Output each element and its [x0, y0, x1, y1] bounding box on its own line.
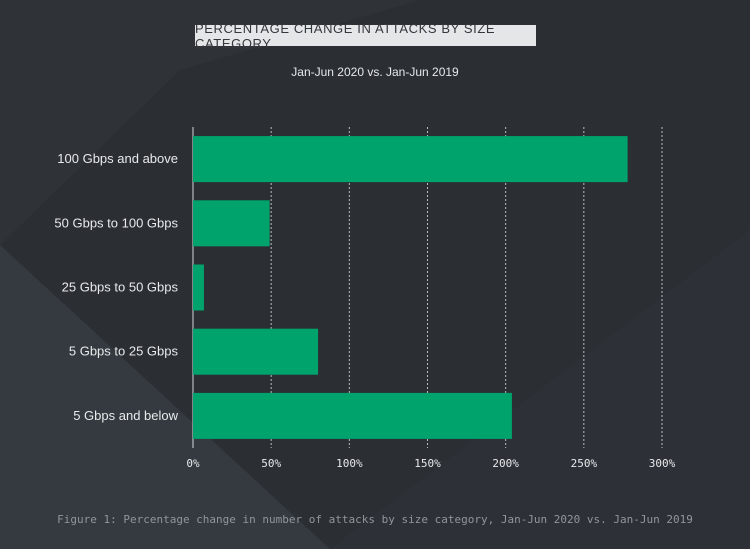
category-label: 5 Gbps to 25 Gbps — [69, 344, 179, 359]
x-tick-label: 250% — [571, 457, 598, 470]
category-label: 100 Gbps and above — [57, 151, 178, 166]
category-label: 50 Gbps to 100 Gbps — [54, 215, 178, 230]
figure-caption: Figure 1: Percentage change in number of… — [57, 513, 693, 526]
category-label: 25 Gbps to 50 Gbps — [62, 280, 179, 295]
chart-title: PERCENTAGE CHANGE IN ATTACKS BY SIZE CAT… — [195, 21, 536, 51]
chart-subtitle: Jan-Jun 2020 vs. Jan-Jun 2019 — [291, 65, 459, 79]
category-label: 5 Gbps and below — [73, 408, 178, 423]
bar — [193, 200, 270, 247]
x-tick-label: 200% — [492, 457, 519, 470]
x-tick-label: 50% — [261, 457, 281, 470]
bar — [193, 136, 628, 183]
bar — [193, 328, 319, 375]
x-tick-label: 0% — [186, 457, 200, 470]
x-tick-label: 150% — [414, 457, 441, 470]
bar — [193, 264, 204, 311]
bar — [193, 392, 512, 439]
x-tick-label: 100% — [336, 457, 363, 470]
x-tick-label: 300% — [649, 457, 676, 470]
